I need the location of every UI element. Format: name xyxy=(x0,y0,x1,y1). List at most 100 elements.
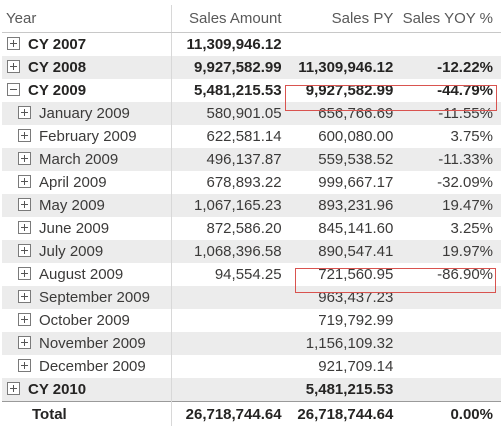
column-header-sales-yoy[interactable]: Sales YOY % xyxy=(397,5,501,33)
sales-yoy-cell xyxy=(397,33,501,57)
sales-yoy-cell: 19.47% xyxy=(397,194,501,217)
row-label: CY 2010 xyxy=(28,381,87,398)
total-sales-py: 26,718,744.64 xyxy=(285,401,398,426)
column-header-sales-py[interactable]: Sales PY xyxy=(285,5,398,33)
expand-plus-icon[interactable] xyxy=(18,106,31,119)
sales-py-cell xyxy=(286,33,398,57)
row-label: December 2009 xyxy=(39,358,146,375)
sales-yoy-cell xyxy=(397,332,501,355)
row-label: October 2009 xyxy=(39,312,130,329)
row-label: CY 2007 xyxy=(28,36,87,53)
table-row: July 2009 1,068,396.58 890,547.41 19.97% xyxy=(2,240,501,263)
expand-plus-icon[interactable] xyxy=(18,152,31,165)
sales-amount-cell: 872,586.20 xyxy=(171,217,286,240)
expand-plus-icon[interactable] xyxy=(7,60,20,73)
row-label: July 2009 xyxy=(39,243,104,260)
sales-yoy-cell: -86.90% xyxy=(437,266,493,283)
collapse-minus-icon[interactable] xyxy=(7,83,20,96)
sales-py-cell: 721,560.95 xyxy=(318,266,394,283)
sales-py-cell: 9,927,582.99 xyxy=(305,82,394,99)
expand-plus-icon[interactable] xyxy=(7,37,20,50)
sales-py-cell: 656,766.69 xyxy=(285,102,398,125)
table-row: CY 2010 5,481,215.53 xyxy=(2,378,501,402)
sales-amount-cell: 496,137.87 xyxy=(171,148,286,171)
expand-plus-icon[interactable] xyxy=(18,244,31,257)
table-row: September 2009 963,437.23 xyxy=(2,286,501,309)
table-row: February 2009 622,581.14 600,080.00 3.75% xyxy=(2,125,501,148)
sales-amount-cell: 9,927,582.99 xyxy=(171,56,286,79)
sales-amount-cell: 678,893.22 xyxy=(171,171,286,194)
table-row: November 2009 1,156,109.32 xyxy=(2,332,501,355)
sales-yoy-cell xyxy=(397,286,501,309)
column-header-year[interactable]: Year xyxy=(2,5,172,33)
expand-plus-icon[interactable] xyxy=(18,267,31,280)
table-row: June 2009 872,586.20 845,141.60 3.25% xyxy=(2,217,501,240)
sales-yoy-cell: -44.79% xyxy=(437,82,493,99)
row-label: August 2009 xyxy=(39,266,124,283)
table-row: CY 2008 9,927,582.99 11,309,946.12 -12.22% xyxy=(2,56,501,79)
sales-amount-cell xyxy=(171,309,286,332)
expand-plus-icon[interactable] xyxy=(18,129,31,142)
sales-amount-cell: 94,554.25 xyxy=(171,263,286,286)
sales-yoy-cell: -32.09% xyxy=(437,174,493,191)
sales-yoy-cell: -12.22% xyxy=(397,56,501,79)
sales-amount-cell xyxy=(171,332,286,355)
sales-amount-cell: 622,581.14 xyxy=(171,125,286,148)
expand-plus-icon[interactable] xyxy=(18,313,31,326)
sales-py-cell: 963,437.23 xyxy=(285,286,398,309)
sales-py-cell: 5,481,215.53 xyxy=(285,378,398,402)
row-label: March 2009 xyxy=(39,151,119,168)
sales-amount-cell: 1,067,165.23 xyxy=(171,194,286,217)
table-row: CY 2007 11,309,946.12 xyxy=(2,32,501,57)
sales-amount-cell: 1,068,396.58 xyxy=(171,240,286,263)
sales-py-cell: 921,709.14 xyxy=(318,358,394,375)
sales-py-cell: 893,231.96 xyxy=(285,194,398,217)
table-row: April 2009 678,893.22 999,667.17 -32.09% xyxy=(2,171,501,194)
expand-plus-icon[interactable] xyxy=(18,290,31,303)
expand-plus-icon[interactable] xyxy=(18,336,31,349)
total-row: Total 26,718,744.64 26,718,744.64 0.00% xyxy=(2,401,501,426)
total-sales-amount: 26,718,744.64 xyxy=(171,401,286,426)
expand-plus-icon[interactable] xyxy=(18,175,31,188)
row-label: November 2009 xyxy=(39,335,146,352)
table-row: October 2009 719,792.99 xyxy=(2,309,501,332)
header-row: Year Sales Amount Sales PY Sales YOY % xyxy=(2,5,501,33)
sales-yoy-cell: 3.75% xyxy=(450,128,493,145)
column-header-sales-amount[interactable]: Sales Amount xyxy=(171,5,286,33)
table-row: CY 2009 5,481,215.53 9,927,582.99 -44.79% xyxy=(2,79,501,102)
sales-py-cell: 1,156,109.32 xyxy=(285,332,398,355)
matrix-table: Year Sales Amount Sales PY Sales YOY % C… xyxy=(2,5,501,426)
row-label: April 2009 xyxy=(39,174,107,191)
row-label: June 2009 xyxy=(39,220,110,237)
sales-yoy-cell xyxy=(397,355,501,378)
sales-yoy-cell: 3.25% xyxy=(450,220,493,237)
sales-py-cell: 559,538.52 xyxy=(285,148,398,171)
row-label: CY 2009 xyxy=(28,82,87,99)
sales-yoy-cell: -11.33% xyxy=(397,148,501,171)
sales-amount-cell: 5,481,215.53 xyxy=(171,79,286,102)
expand-plus-icon[interactable] xyxy=(18,221,31,234)
row-label: January 2009 xyxy=(39,105,130,122)
total-sales-yoy: 0.00% xyxy=(397,401,501,426)
sales-py-cell: 890,547.41 xyxy=(285,240,398,263)
row-label: September 2009 xyxy=(39,289,150,306)
sales-py-cell: 999,667.17 xyxy=(318,174,394,191)
sales-yoy-cell xyxy=(397,378,501,402)
expand-plus-icon[interactable] xyxy=(7,382,20,395)
row-label: May 2009 xyxy=(39,197,105,214)
sales-amount-cell xyxy=(171,378,286,402)
sales-yoy-cell: 19.97% xyxy=(397,240,501,263)
sales-amount-cell: 11,309,946.12 xyxy=(171,32,286,56)
sales-yoy-cell: -11.55% xyxy=(397,102,501,125)
sales-yoy-cell xyxy=(397,309,501,332)
table-row: March 2009 496,137.87 559,538.52 -11.33% xyxy=(2,148,501,171)
sales-py-cell: 719,792.99 xyxy=(318,312,394,329)
sales-py-cell: 845,141.60 xyxy=(318,220,394,237)
row-label: February 2009 xyxy=(39,128,137,145)
sales-py-cell: 11,309,946.12 xyxy=(285,56,398,79)
expand-plus-icon[interactable] xyxy=(18,198,31,211)
table-row: December 2009 921,709.14 xyxy=(2,355,501,378)
table-row: August 2009 94,554.25 721,560.95 -86.90% xyxy=(2,263,501,286)
expand-plus-icon[interactable] xyxy=(18,359,31,372)
